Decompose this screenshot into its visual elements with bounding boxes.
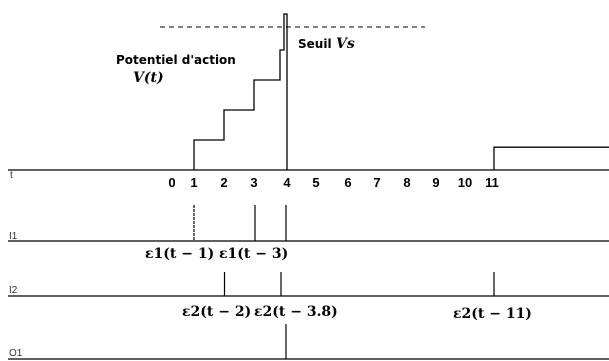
tick-label-11: 11 [485, 175, 499, 190]
i2-label-1: ε2(t − 2) [182, 304, 251, 320]
threshold-label: Seuil [298, 37, 332, 51]
i1-spike-train [193, 205, 287, 241]
tick-label-2: 2 [220, 175, 227, 190]
i1-label-1: ε1(t − 1) [145, 246, 214, 262]
i2-spike-train [223, 272, 495, 296]
i2-label-2: ε2(t − 3.8) [254, 304, 338, 320]
time-tick-labels: 0 1 2 3 4 5 6 7 8 9 10 11 [168, 175, 498, 190]
post-spike-curve [493, 146, 609, 170]
tick-label-0: 0 [168, 175, 175, 190]
o1-row-label: O1 [9, 348, 23, 359]
tick-label-1: 1 [190, 175, 197, 190]
tick-label-5: 5 [312, 175, 319, 190]
tick-label-4: 4 [283, 175, 291, 190]
potential-curve [193, 13, 288, 170]
i2-row-label: I2 [9, 285, 18, 296]
i1-label-2: ε1(t − 3) [219, 246, 288, 262]
i1-row-label: I1 [9, 231, 18, 242]
tick-label-6: 6 [344, 175, 351, 190]
tick-label-9: 9 [432, 175, 439, 190]
tick-label-7: 7 [373, 175, 380, 190]
tick-label-3: 3 [250, 175, 257, 190]
potential-variable: V(t) [133, 70, 164, 86]
t-row-label: t [10, 170, 13, 181]
i2-label-3: ε2(t − 11) [453, 306, 532, 322]
tick-label-8: 8 [403, 175, 410, 190]
threshold-variable: Vs [336, 36, 355, 52]
tick-label-10: 10 [458, 175, 472, 190]
potential-title: Potentiel d'action [116, 53, 236, 67]
